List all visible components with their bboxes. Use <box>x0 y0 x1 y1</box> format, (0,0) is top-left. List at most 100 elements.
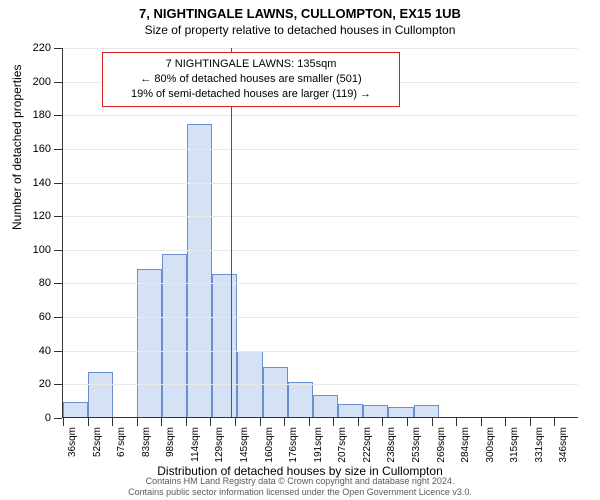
x-tick <box>309 418 310 426</box>
x-tick-label: 346sqm <box>558 417 569 463</box>
x-tick-label: 145sqm <box>239 417 250 463</box>
y-axis-label: Number of detached properties <box>10 65 24 230</box>
gridline <box>63 250 578 251</box>
bar <box>212 274 237 417</box>
bar <box>187 124 212 417</box>
y-tick <box>54 351 62 352</box>
y-tick <box>54 317 62 318</box>
y-tick-label: 100 <box>33 244 51 256</box>
x-tick <box>481 418 482 426</box>
x-tick-label: 284sqm <box>460 417 471 463</box>
x-tick <box>63 418 64 426</box>
annotation-box: 7 NIGHTINGALE LAWNS: 135sqm ← 80% of det… <box>102 52 400 107</box>
footer-text: Contains HM Land Registry data © Crown c… <box>0 476 600 498</box>
y-tick-label: 220 <box>33 42 51 54</box>
x-tick <box>88 418 89 426</box>
x-tick <box>456 418 457 426</box>
bar <box>363 405 388 417</box>
y-tick <box>54 250 62 251</box>
x-tick-label: 253sqm <box>411 417 422 463</box>
x-tick-label: 52sqm <box>92 417 103 457</box>
gridline <box>63 283 578 284</box>
annotation-line1: ← 80% of detached houses are smaller (50… <box>113 72 389 87</box>
y-tick <box>54 48 62 49</box>
y-tick-label: 140 <box>33 177 51 189</box>
x-tick-label: 129sqm <box>214 417 225 463</box>
x-tick-label: 269sqm <box>436 417 447 463</box>
gridline <box>63 183 578 184</box>
annotation-line2: 19% of semi-detached houses are larger (… <box>113 87 389 102</box>
y-tick <box>54 216 62 217</box>
x-tick <box>260 418 261 426</box>
y-tick <box>54 384 62 385</box>
x-tick-label: 36sqm <box>67 417 78 457</box>
y-tick-label: 60 <box>39 311 51 323</box>
x-tick-label: 315sqm <box>509 417 520 463</box>
chart-subtitle: Size of property relative to detached ho… <box>0 23 600 37</box>
x-tick-label: 238sqm <box>386 417 397 463</box>
footer-line1: Contains HM Land Registry data © Crown c… <box>0 476 600 487</box>
x-tick <box>382 418 383 426</box>
gridline <box>63 216 578 217</box>
x-tick-label: 98sqm <box>165 417 176 457</box>
bar <box>288 382 313 417</box>
x-tick-label: 67sqm <box>116 417 127 457</box>
x-tick <box>112 418 113 426</box>
chart-title: 7, NIGHTINGALE LAWNS, CULLOMPTON, EX15 1… <box>0 6 600 21</box>
x-tick <box>554 418 555 426</box>
annotation-title: 7 NIGHTINGALE LAWNS: 135sqm <box>113 57 389 72</box>
y-tick <box>54 418 62 419</box>
bar <box>137 269 162 417</box>
x-tick <box>186 418 187 426</box>
gridline <box>63 115 578 116</box>
chart-container: 7, NIGHTINGALE LAWNS, CULLOMPTON, EX15 1… <box>0 0 600 500</box>
gridline <box>63 351 578 352</box>
gridline <box>63 48 578 49</box>
y-tick <box>54 115 62 116</box>
title-area: 7, NIGHTINGALE LAWNS, CULLOMPTON, EX15 1… <box>0 0 600 37</box>
bar <box>263 367 288 417</box>
gridline <box>63 384 578 385</box>
bar <box>388 407 413 417</box>
gridline <box>63 317 578 318</box>
x-tick <box>210 418 211 426</box>
bar <box>63 402 88 417</box>
y-tick-label: 80 <box>39 277 51 289</box>
x-tick <box>407 418 408 426</box>
x-tick <box>333 418 334 426</box>
y-tick-label: 40 <box>39 345 51 357</box>
y-tick-label: 120 <box>33 210 51 222</box>
x-tick <box>505 418 506 426</box>
x-tick-label: 331sqm <box>534 417 545 463</box>
bar <box>338 404 363 417</box>
x-tick <box>358 418 359 426</box>
x-tick-label: 176sqm <box>288 417 299 463</box>
x-tick-label: 222sqm <box>362 417 373 463</box>
y-tick-label: 160 <box>33 143 51 155</box>
y-tick-label: 200 <box>33 76 51 88</box>
x-tick <box>530 418 531 426</box>
x-tick <box>284 418 285 426</box>
x-tick-label: 83sqm <box>141 417 152 457</box>
x-tick-label: 114sqm <box>190 417 201 462</box>
x-tick <box>137 418 138 426</box>
x-tick-label: 191sqm <box>313 417 324 463</box>
y-tick-label: 20 <box>39 378 51 390</box>
x-tick <box>235 418 236 426</box>
bar <box>162 254 187 417</box>
bar <box>313 395 338 417</box>
footer-line2: Contains public sector information licen… <box>0 487 600 498</box>
y-tick <box>54 82 62 83</box>
y-tick-label: 180 <box>33 109 51 121</box>
y-tick <box>54 183 62 184</box>
x-tick-label: 160sqm <box>264 417 275 463</box>
x-tick-label: 207sqm <box>337 417 348 463</box>
y-tick-label: 0 <box>45 412 51 424</box>
y-tick <box>54 283 62 284</box>
x-tick <box>161 418 162 426</box>
gridline <box>63 149 578 150</box>
x-tick-label: 300sqm <box>485 417 496 463</box>
bar <box>414 405 439 417</box>
y-tick <box>54 149 62 150</box>
x-tick <box>432 418 433 426</box>
